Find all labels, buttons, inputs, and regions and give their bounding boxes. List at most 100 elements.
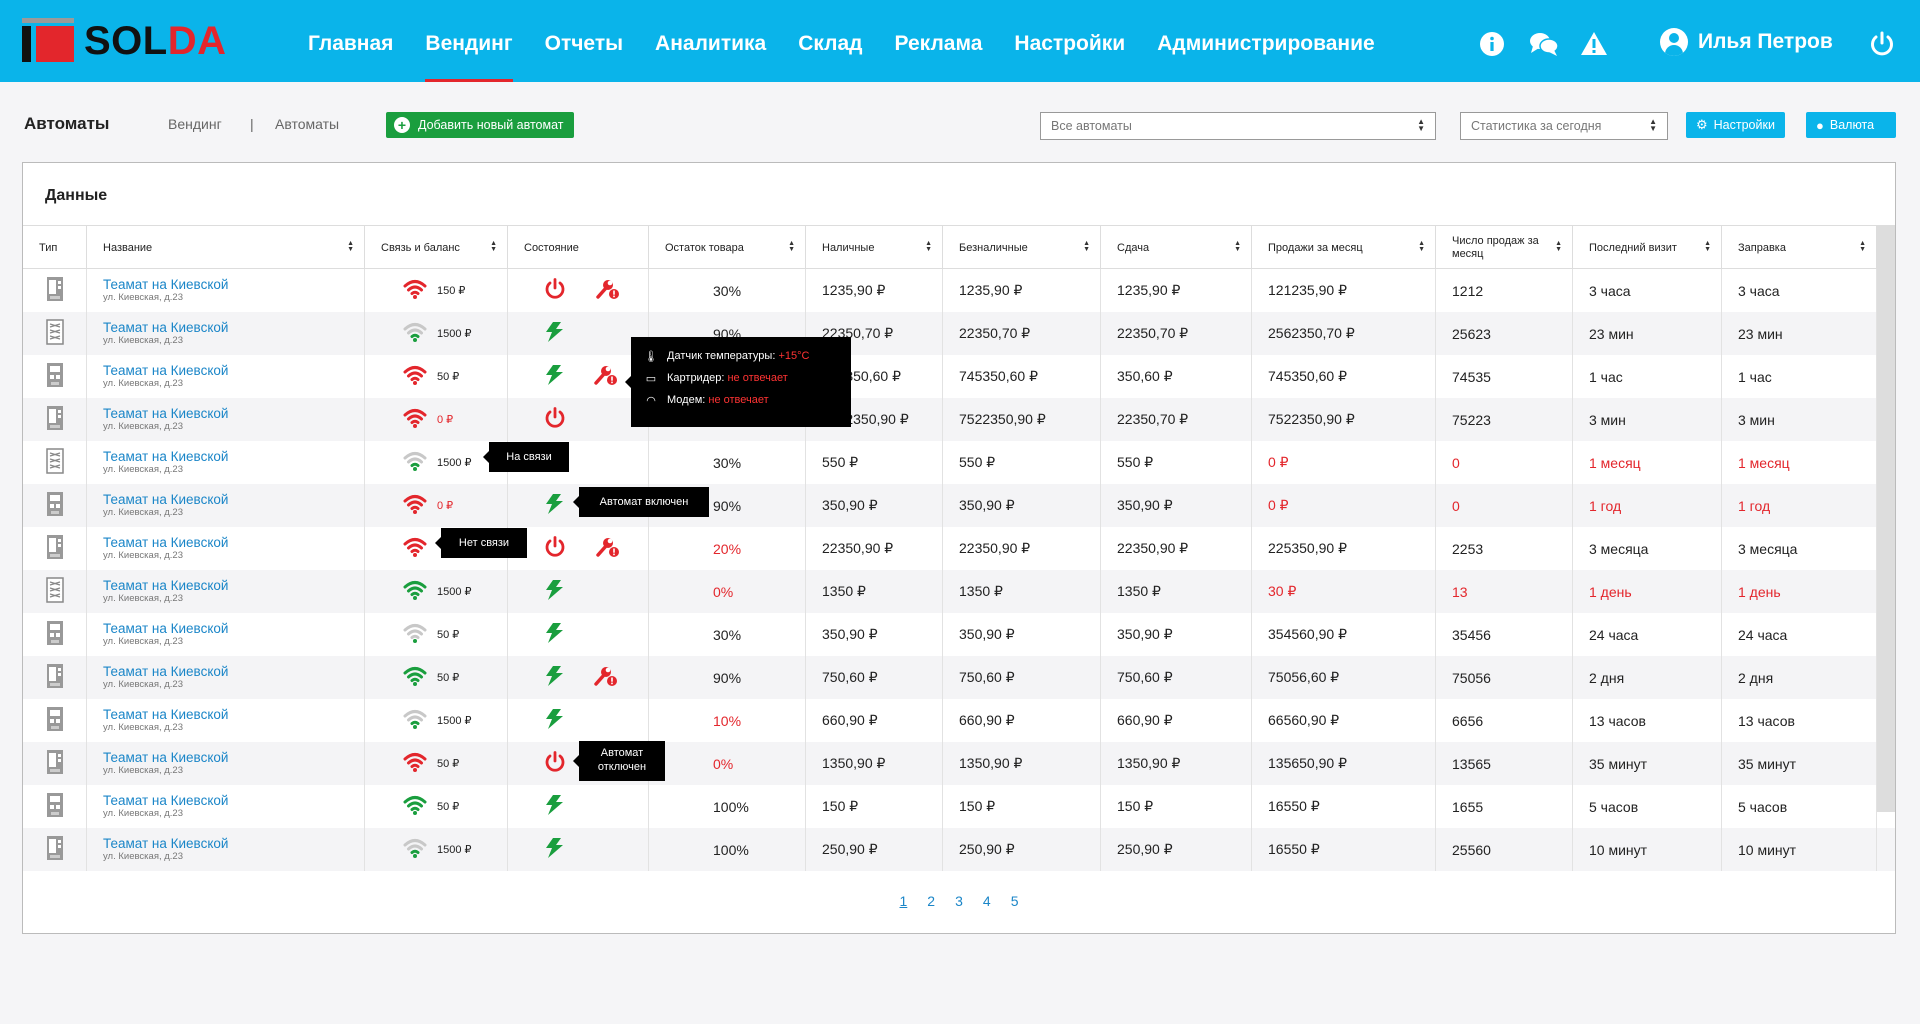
sort-icon[interactable]: ▲ ▼ (925, 240, 932, 253)
info-icon[interactable] (1478, 30, 1506, 58)
signal-icon[interactable] (403, 365, 427, 388)
machine-name-link[interactable]: Теамат на Киевской (103, 578, 229, 593)
page-link[interactable]: 4 (982, 893, 991, 909)
maintenance-alert-icon[interactable] (594, 665, 618, 690)
nav-settings[interactable]: Настройки (1014, 32, 1126, 55)
nav-admin[interactable]: Администрирование (1157, 32, 1375, 55)
column-header[interactable]: Название ▲ ▼ (87, 226, 365, 270)
page-link[interactable]: 2 (927, 893, 936, 909)
machine-name-link[interactable]: Теамат на Киевской (103, 664, 229, 679)
power-on-icon[interactable] (544, 579, 564, 604)
sort-icon[interactable]: ▲ ▼ (1234, 240, 1241, 253)
power-on-icon[interactable] (544, 794, 564, 819)
column-header[interactable]: Сдача ▲ ▼ (1101, 226, 1252, 270)
power-on-icon[interactable] (544, 622, 564, 647)
nav-reports[interactable]: Отчеты (544, 32, 624, 55)
sort-icon[interactable]: ▲ ▼ (1859, 240, 1866, 253)
signal-icon[interactable] (403, 494, 427, 517)
column-header[interactable]: Заправка ▲ ▼ (1722, 226, 1877, 270)
machine-name-link[interactable]: Теамат на Киевской (103, 363, 229, 378)
machine-name-link[interactable]: Теамат на Киевской (103, 449, 229, 464)
table-row[interactable]: Теамат на Киевской ул. Киевская, д.23 50 ₽… (23, 613, 1895, 656)
table-row[interactable]: Теамат на Киевской ул. Киевская, д.23 50 ₽… (23, 656, 1895, 699)
table-row[interactable]: Теамат на Киевской ул. Киевская, д.23 20% 2… (23, 527, 1895, 570)
machine-name-link[interactable]: Теамат на Киевской (103, 707, 229, 722)
maintenance-alert-icon[interactable] (594, 364, 618, 389)
sort-icon[interactable]: ▲ ▼ (347, 240, 354, 253)
signal-icon[interactable] (403, 795, 427, 818)
nav-ads[interactable]: Реклама (894, 32, 983, 55)
sort-icon[interactable]: ▲ ▼ (1704, 240, 1711, 253)
sort-icon[interactable]: ▲ ▼ (1083, 240, 1090, 253)
power-off-icon[interactable] (544, 536, 566, 561)
table-row[interactable]: Теамат на Киевской ул. Киевская, д.23 1500… (23, 570, 1895, 613)
machines-filter-select[interactable]: Все автоматы ▲ ▼ (1040, 112, 1436, 140)
signal-icon[interactable] (403, 580, 427, 603)
signal-icon[interactable] (403, 408, 427, 431)
power-on-icon[interactable] (544, 493, 564, 518)
nav-analytics[interactable]: Аналитика (655, 32, 767, 55)
sort-icon[interactable]: ▲ ▼ (1418, 240, 1425, 253)
nav-vending[interactable]: Вендинг (409, 0, 528, 82)
table-row[interactable]: Теамат на Киевской ул. Киевская, д.23 50 ₽… (23, 742, 1895, 785)
warning-icon[interactable] (1580, 30, 1608, 58)
machine-name-link[interactable]: Теамат на Киевской (103, 836, 229, 851)
sort-icon[interactable]: ▲ ▼ (490, 240, 497, 253)
stats-period-select[interactable]: Статистика за сегодня ▲ ▼ (1460, 112, 1668, 140)
power-off-icon[interactable] (544, 278, 566, 303)
power-on-icon[interactable] (544, 708, 564, 733)
machine-name-link[interactable]: Теамат на Киевской (103, 277, 229, 292)
nav-warehouse[interactable]: Склад (798, 32, 863, 55)
machine-name-link[interactable]: Теамат на Киевской (103, 406, 229, 421)
table-row[interactable]: Теамат на Киевской ул. Киевская, д.23 150 … (23, 269, 1895, 312)
table-row[interactable]: Теамат на Киевской ул. Киевская, д.23 1500… (23, 312, 1895, 355)
maintenance-alert-icon[interactable] (596, 278, 620, 303)
table-row[interactable]: Теамат на Киевской ул. Киевская, д.23 1500… (23, 699, 1895, 742)
power-off-icon[interactable] (544, 407, 566, 432)
column-header[interactable]: Наличные ▲ ▼ (806, 226, 943, 270)
signal-icon[interactable] (403, 279, 427, 302)
machine-name-link[interactable]: Теамат на Киевской (103, 793, 229, 808)
nav-home[interactable]: Главная (308, 32, 394, 55)
power-icon[interactable] (1868, 30, 1896, 58)
signal-icon[interactable] (403, 709, 427, 732)
signal-icon[interactable] (403, 623, 427, 646)
machine-name-link[interactable]: Теамат на Киевской (103, 750, 229, 765)
machine-name-link[interactable]: Теамат на Киевской (103, 492, 229, 507)
power-on-icon[interactable] (544, 364, 564, 389)
signal-icon[interactable] (403, 752, 427, 775)
column-header[interactable]: Безналичные ▲ ▼ (943, 226, 1101, 270)
user-menu[interactable]: Илья Петров (1660, 28, 1833, 56)
breadcrumb-vending[interactable]: Вендинг (168, 116, 222, 132)
power-on-icon[interactable] (544, 321, 564, 346)
page-link[interactable]: 1 (899, 893, 908, 909)
signal-icon[interactable] (403, 838, 427, 861)
table-row[interactable]: Теамат на Киевской ул. Киевская, д.23 50 ₽… (23, 785, 1895, 828)
currency-button[interactable]: ● Валюта (1806, 112, 1896, 138)
machine-name-link[interactable]: Теамат на Киевской (103, 535, 229, 550)
logo[interactable]: SOLDA (22, 18, 227, 64)
settings-button[interactable]: ⚙ Настройки (1686, 112, 1785, 138)
column-header[interactable]: Число продаж за месяц ▲ ▼ (1436, 226, 1573, 270)
power-on-icon[interactable] (544, 665, 564, 690)
machine-name-link[interactable]: Теамат на Киевской (103, 320, 229, 335)
signal-icon[interactable] (403, 537, 427, 560)
add-machine-button[interactable]: + Добавить новый автомат (386, 112, 574, 138)
machine-name-link[interactable]: Теамат на Киевской (103, 621, 229, 636)
column-header[interactable]: Последний визит ▲ ▼ (1573, 226, 1722, 270)
table-row[interactable]: Теамат на Киевской ул. Киевская, д.23 50 ₽… (23, 355, 1895, 398)
column-header[interactable]: Продажи за месяц ▲ ▼ (1252, 226, 1436, 270)
table-row[interactable]: Теамат на Киевской ул. Киевская, д.23 1500… (23, 828, 1895, 871)
power-off-icon[interactable] (544, 751, 566, 776)
page-link[interactable]: 3 (955, 893, 963, 909)
signal-icon[interactable] (403, 451, 427, 474)
table-scrollbar[interactable] (1877, 225, 1895, 812)
sort-icon[interactable]: ▲ ▼ (1555, 240, 1562, 253)
power-on-icon[interactable] (544, 837, 564, 862)
chat-icon[interactable] (1528, 30, 1560, 58)
signal-icon[interactable] (403, 322, 427, 345)
signal-icon[interactable] (403, 666, 427, 689)
maintenance-alert-icon[interactable] (596, 536, 620, 561)
